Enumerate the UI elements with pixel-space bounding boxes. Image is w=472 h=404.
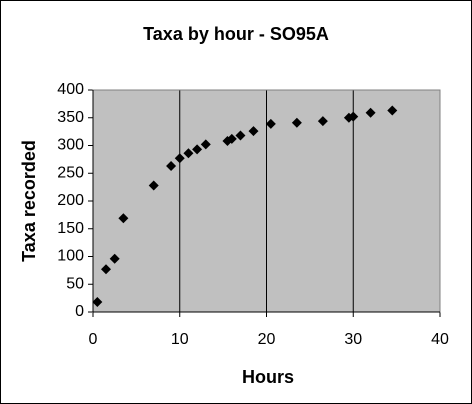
x-tick-label: 40 bbox=[431, 331, 449, 348]
data-point bbox=[166, 161, 177, 172]
data-point bbox=[387, 105, 398, 116]
chart-title: Taxa by hour - SO95A bbox=[143, 24, 329, 44]
data-point bbox=[348, 111, 359, 122]
y-tick-label: 300 bbox=[57, 137, 84, 154]
data-point bbox=[265, 118, 276, 129]
data-point bbox=[226, 133, 237, 144]
y-tick-label: 250 bbox=[57, 164, 84, 181]
data-point bbox=[174, 153, 185, 164]
data-point bbox=[235, 130, 246, 141]
data-point bbox=[118, 213, 129, 224]
data-point bbox=[109, 253, 120, 264]
data-point bbox=[148, 180, 159, 191]
data-point bbox=[248, 126, 259, 137]
x-tick-label: 10 bbox=[171, 331, 189, 348]
data-point bbox=[200, 139, 211, 150]
data-point bbox=[365, 107, 376, 118]
x-tick-label: 20 bbox=[258, 331, 276, 348]
x-axis-label: Hours bbox=[242, 367, 294, 387]
y-tick-label: 400 bbox=[57, 81, 84, 98]
y-tick-label: 350 bbox=[57, 109, 84, 126]
x-tick-label: 0 bbox=[89, 331, 98, 348]
y-axis-label: Taxa recorded bbox=[19, 140, 39, 262]
data-point bbox=[92, 297, 103, 308]
y-tick-label: 0 bbox=[75, 303, 84, 320]
data-point bbox=[291, 117, 302, 128]
data-point bbox=[183, 148, 194, 159]
data-point bbox=[317, 116, 328, 127]
data-point bbox=[101, 264, 112, 275]
y-tick-label: 200 bbox=[57, 192, 84, 209]
y-tick-label: 50 bbox=[66, 275, 84, 292]
x-tick-label: 30 bbox=[344, 331, 362, 348]
y-tick-label: 150 bbox=[57, 220, 84, 237]
data-point bbox=[192, 144, 203, 155]
y-tick-label: 100 bbox=[57, 248, 84, 265]
